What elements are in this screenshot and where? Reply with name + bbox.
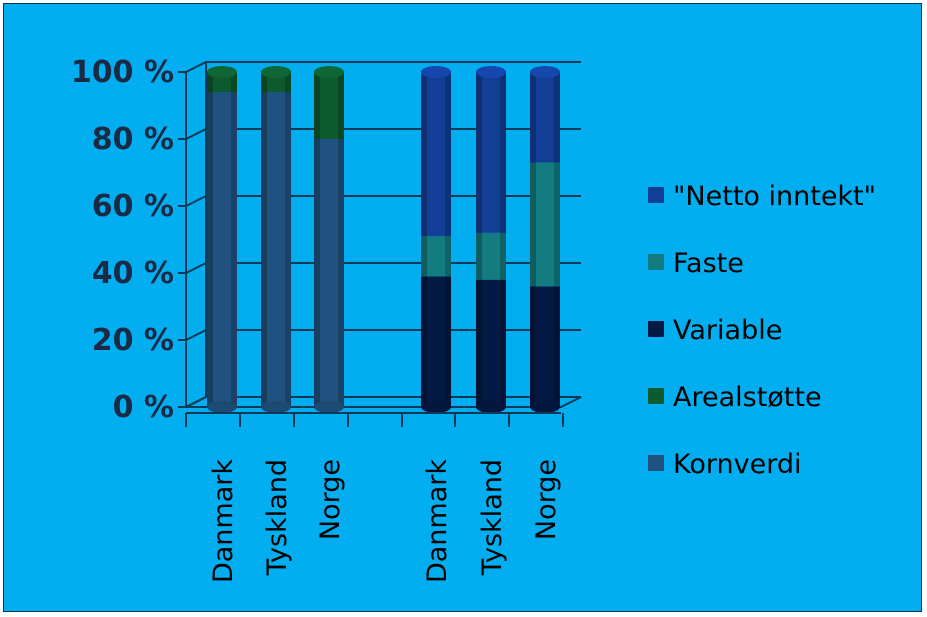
category-label: Tyskland [477,459,508,576]
bar-segment-shade [285,72,291,93]
gridline [185,128,581,140]
bar-base [314,401,344,413]
bar-stack [207,66,237,413]
bar-cap [314,66,344,78]
bar-segment-shade [554,162,560,287]
legend-item: Arealstøtte [648,382,822,413]
y-tick-label: 80 % [92,122,174,157]
bar-segment-shade [261,92,267,407]
bar-segment-shade [231,92,237,407]
legend-item: Variable [648,315,782,346]
bar-segment-shade [500,232,506,280]
bar-segment-shade [314,139,320,407]
bar-segment-shade [207,92,213,407]
legend-swatch [648,254,664,270]
y-tick-label: 100 % [71,55,174,90]
legend-label: Kornverdi [673,449,801,480]
bar-base [421,401,451,413]
y-tick-label: 0 % [113,390,174,425]
bar-segment-shade [445,276,451,407]
category-label: Tyskland [262,459,293,576]
x-axis [185,412,564,427]
legend-swatch [648,455,664,471]
bar-stack [530,66,560,413]
legend-label: Faste [673,248,744,279]
bar-segment-shade [500,279,506,407]
chart-floor [185,396,582,408]
bar-segment-shade [554,286,560,407]
legend-item: Faste [648,248,744,279]
bar-segment-shade [476,232,482,280]
bar-segment-shade [530,162,536,287]
legend-swatch [648,321,664,337]
y-tick-label: 40 % [92,256,174,291]
bar-cap [421,66,451,78]
legend-item: "Netto inntekt" [648,181,876,212]
bar-base [530,401,560,413]
gridline [185,396,581,408]
gridline [185,262,581,274]
bar-segment-shade [421,72,427,237]
bar-segment-shade [530,286,536,407]
legend-swatch [648,187,664,203]
bar-segment-shade [554,72,560,163]
bar-segment-shade [314,72,320,139]
bar-segment-shade [338,139,344,407]
category-label: Norge [315,459,346,540]
bar-segment-shade [261,72,267,93]
bar-segment-shade [421,276,427,407]
bar-stack [476,66,506,413]
bar-segment-shade [231,72,237,93]
chart-panel: 0 % 20 % 40 % 60 % 80 % 100 % Danmark Tyskland… [3,3,922,612]
bar-cap [207,66,237,78]
bar-segment-shade [445,72,451,237]
gridline [185,61,581,73]
y-tick-label: 60 % [92,189,174,224]
bar-cap [476,66,506,78]
bar-segment-shade [530,72,536,163]
gridlines [185,61,581,408]
bars [207,66,560,413]
bar-base [207,401,237,413]
legend-label: "Netto inntekt" [673,181,876,212]
bar-segment-shade [285,92,291,407]
bar-segment-shade [207,72,213,93]
bar-cap [530,66,560,78]
chart-walls [185,62,582,408]
y-axis-ticks: 0 % 20 % 40 % 60 % 80 % 100 % [71,55,186,425]
category-label: Danmark [208,459,239,583]
legend-swatch [648,388,664,404]
legend-label: Variable [673,315,782,346]
bar-segment-shade [476,72,482,233]
stacked-bar-chart: 0 % 20 % 40 % 60 % 80 % 100 % Danmark Tyskland… [71,55,876,583]
bar-base [476,401,506,413]
bar-segment-shade [338,72,344,139]
bar-stack [421,66,451,413]
y-tick-label: 20 % [92,323,174,358]
legend-item: Kornverdi [648,449,801,480]
gridline [185,195,581,207]
bar-stack [261,66,291,413]
category-label: Norge [531,459,562,540]
bar-segment-shade [421,236,427,277]
bar-base [261,401,291,413]
bar-segment-shade [476,279,482,407]
bar-stack [314,66,344,413]
bar-segment-shade [445,236,451,277]
legend-label: Arealstøtte [673,382,822,413]
legend: "Netto inntekt" Faste Variable Arealstøtte K… [648,181,876,480]
category-label: Danmark [422,459,453,583]
bar-segment-shade [500,72,506,233]
gridline [185,329,581,341]
category-labels: Danmark Tyskland Norge Danmark Tyskland Norge [208,459,562,583]
bar-cap [261,66,291,78]
